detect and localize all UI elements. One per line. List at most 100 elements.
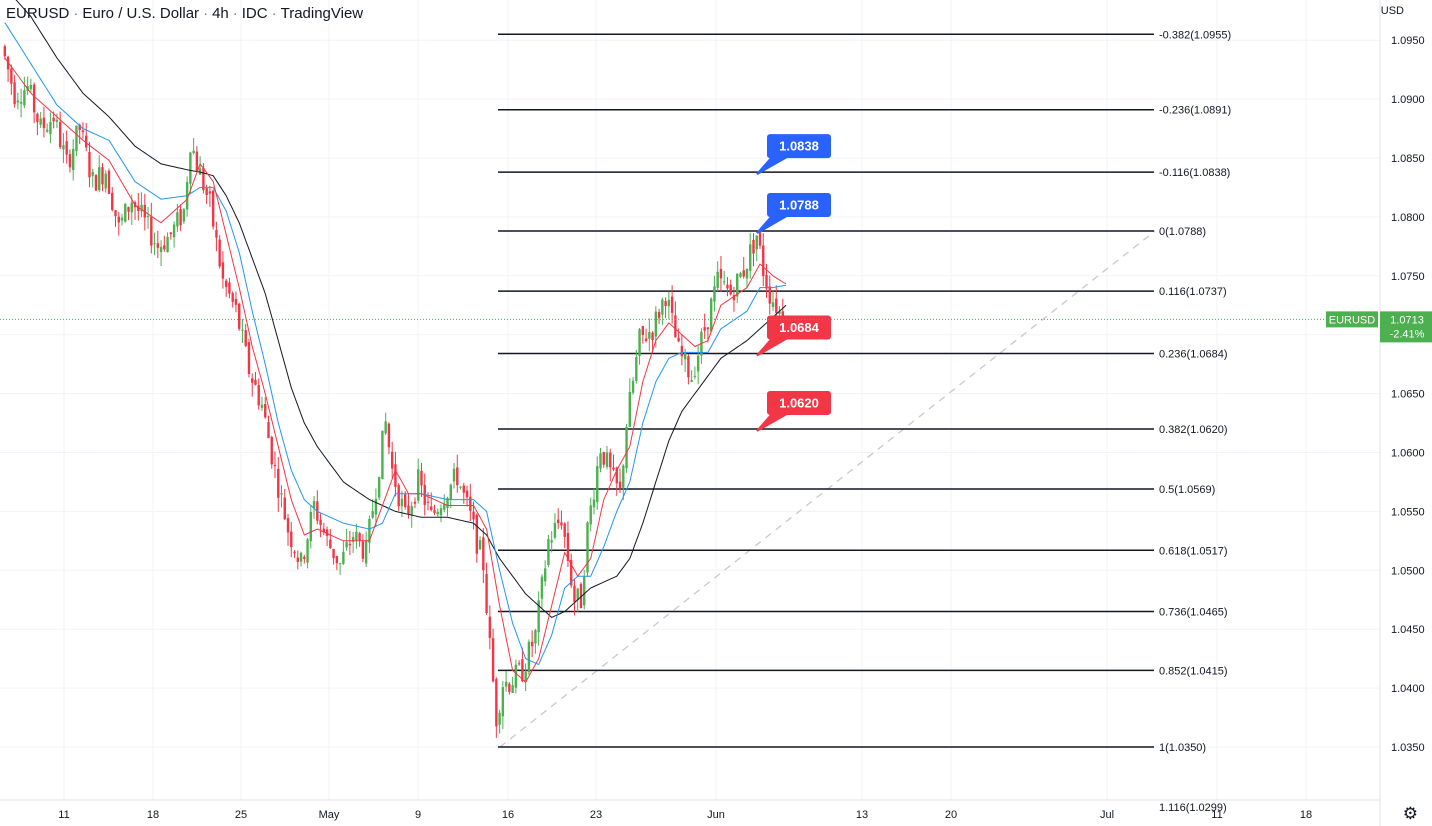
candle-down: [579, 584, 583, 609]
fib-level-label: 0.236(1.0684): [1159, 349, 1228, 361]
candle-up: [299, 552, 303, 562]
candle-down: [775, 298, 778, 314]
candle-down: [211, 190, 215, 227]
candle-up: [312, 501, 316, 509]
candle-down: [475, 514, 479, 554]
candle-down: [602, 452, 605, 465]
candle-down: [407, 505, 410, 514]
fib-level-label: 0.5(1.0569): [1159, 484, 1215, 496]
time-tick-label: 18: [1300, 809, 1312, 821]
candle-down: [687, 356, 690, 378]
candle-down: [10, 68, 13, 84]
candle-down: [485, 573, 488, 614]
candle-down: [36, 113, 39, 123]
candle-up: [62, 145, 65, 150]
candle-down: [482, 537, 485, 571]
candle-up: [537, 600, 540, 633]
candle-up: [498, 712, 501, 725]
candle-up: [371, 511, 374, 518]
last-price-value: 1.0713: [1390, 314, 1424, 326]
candle-down: [768, 286, 771, 304]
candle-down: [495, 679, 498, 727]
candle-down: [107, 170, 111, 194]
candle-down: [231, 293, 234, 303]
candle-up: [622, 465, 625, 488]
price-tick-label: 1.0800: [1391, 212, 1425, 224]
candle-down: [677, 337, 680, 342]
candle-up: [661, 299, 664, 315]
candle-down: [81, 130, 85, 133]
candle-up: [628, 391, 631, 427]
candle-down: [462, 485, 465, 493]
candle-down: [169, 232, 173, 235]
callout-box: [767, 390, 831, 415]
candle-up: [504, 681, 508, 687]
candle-down: [238, 303, 241, 329]
fib-level-label: 0(1.0788): [1159, 226, 1206, 238]
chart-grid: [0, 0, 1380, 800]
candle-down: [247, 342, 251, 375]
candle-down: [521, 659, 524, 682]
candle-down: [387, 423, 391, 448]
candle-up: [576, 588, 579, 600]
price-tick-label: 1.0550: [1391, 506, 1425, 518]
candle-down: [469, 496, 472, 511]
chart-title: EURUSD · Euro / U.S. Dollar · 4h · IDC · Trading…: [6, 5, 364, 22]
candle-up: [524, 671, 527, 683]
symbol-tag-label: EURUSD: [1329, 314, 1376, 326]
candle-down: [42, 117, 46, 129]
last-price-tag: [1380, 311, 1432, 343]
gear-icon[interactable]: ⚙: [1402, 804, 1418, 823]
fib-level-label: 0.116(1.0737): [1159, 286, 1227, 298]
candle-down: [13, 82, 16, 105]
candle-down: [228, 282, 231, 294]
candle-down: [335, 556, 339, 564]
candle-down: [404, 494, 407, 508]
candle-up: [648, 331, 651, 339]
candle-down: [179, 209, 182, 226]
currency-label[interactable]: USD: [1380, 5, 1404, 17]
price-tick-label: 1.0850: [1391, 153, 1425, 165]
candle-up: [417, 469, 420, 501]
candle-down: [117, 216, 120, 223]
candle-up: [716, 271, 719, 288]
callout-label: 1.0788: [779, 198, 819, 213]
candle-down: [413, 501, 417, 504]
candle-up: [410, 506, 413, 515]
candle-up: [189, 152, 192, 184]
candle-down: [332, 548, 335, 559]
candle-down: [251, 378, 254, 383]
candle-down: [430, 506, 433, 510]
candle-up: [527, 641, 531, 673]
candle-up: [364, 540, 368, 564]
candle-up: [667, 299, 671, 307]
fib-level-label: -0.236(1.0891): [1159, 105, 1231, 117]
candle-up: [736, 273, 739, 297]
candle-down: [456, 467, 459, 486]
candle-up: [631, 380, 635, 393]
candle-up: [749, 244, 752, 271]
callout-label: 1.0838: [779, 139, 819, 154]
candle-down: [762, 245, 765, 277]
candle-up: [338, 563, 342, 565]
price-callout: 1.0788: [756, 193, 831, 234]
candle-up: [534, 630, 537, 644]
fib-level-label: 1(1.0350): [1159, 742, 1206, 754]
candle-down: [3, 46, 7, 57]
candle-up: [377, 477, 381, 498]
candle-up: [553, 522, 557, 538]
candle-down: [94, 175, 98, 191]
moving-average-slow: [15, 0, 787, 618]
candle-down: [426, 501, 430, 503]
callout-box: [767, 134, 831, 159]
candle-up: [355, 531, 358, 541]
interval-label[interactable]: 4h: [212, 5, 229, 22]
candle-down: [163, 245, 166, 250]
symbol-label[interactable]: EURUSD: [6, 5, 70, 22]
candle-down: [726, 284, 729, 289]
fib-level-label: 0.618(1.0517): [1159, 545, 1228, 557]
candle-up: [23, 90, 26, 106]
time-tick-label: 11: [1211, 809, 1222, 821]
candle-down: [680, 345, 684, 357]
